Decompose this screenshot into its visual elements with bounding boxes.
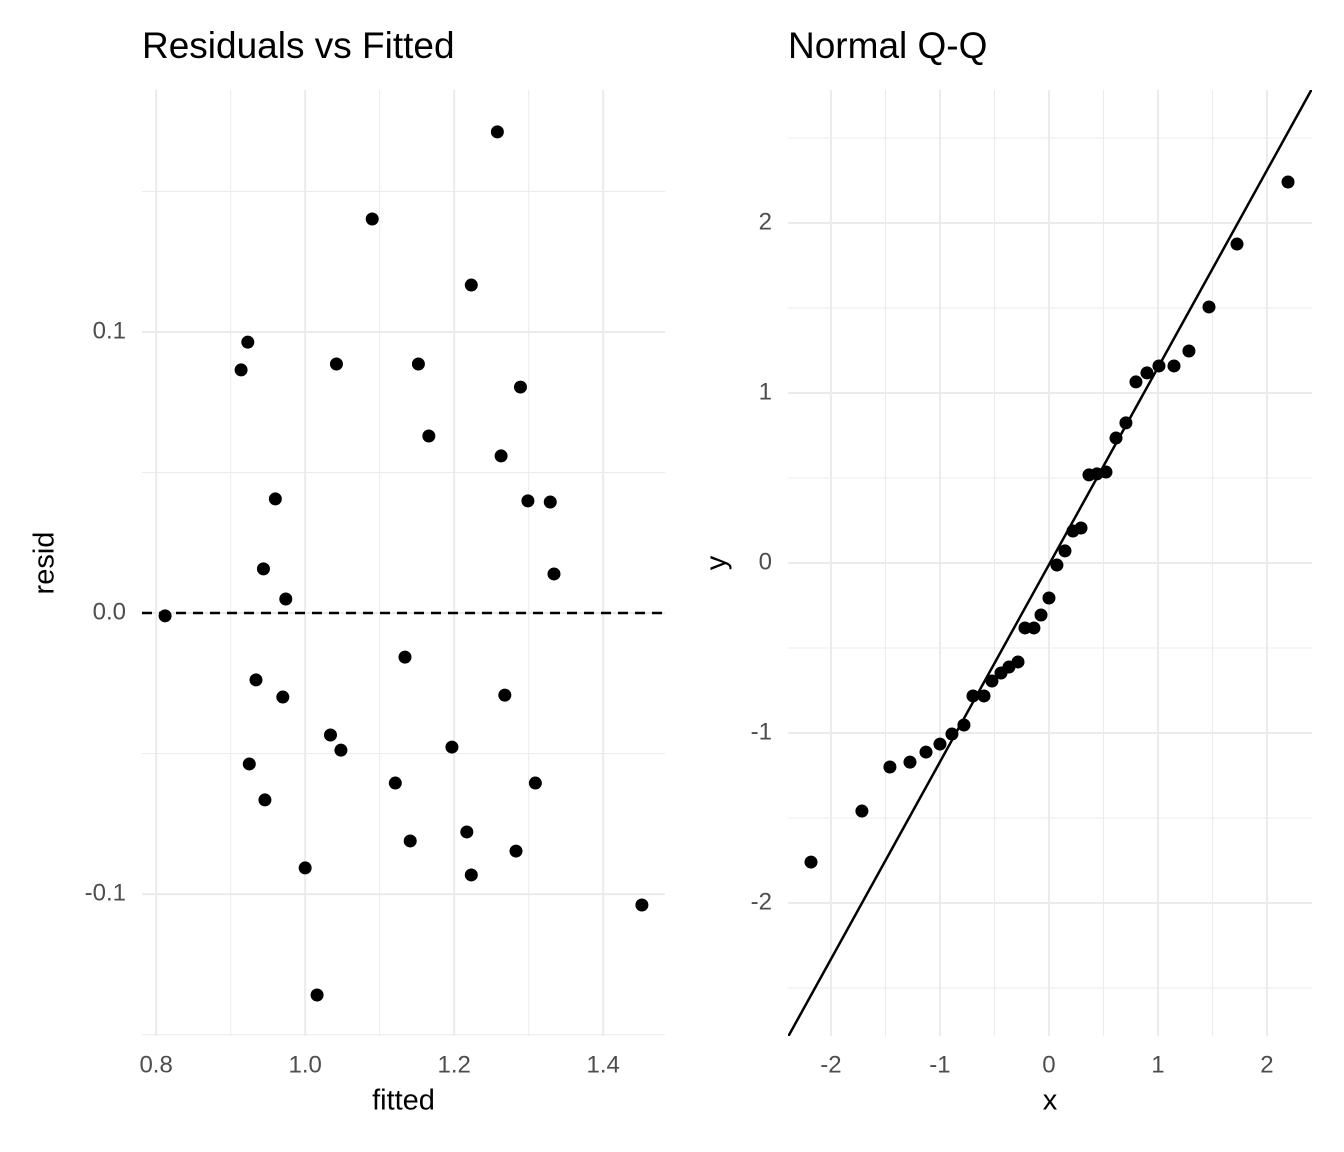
plot-area <box>788 90 1312 1036</box>
point <box>1182 344 1196 358</box>
y-axis-title: y <box>701 555 733 570</box>
point <box>1018 621 1032 635</box>
point <box>513 380 527 394</box>
point <box>1129 375 1143 389</box>
point <box>977 689 991 703</box>
point <box>804 855 818 869</box>
x-tick-label: 0 <box>1042 1051 1055 1078</box>
point <box>256 562 270 576</box>
point <box>1027 621 1041 635</box>
point <box>945 727 959 741</box>
point <box>1202 300 1216 314</box>
point <box>1042 591 1056 605</box>
point <box>883 760 897 774</box>
point <box>234 363 248 377</box>
x-tick-label: 1 <box>1151 1051 1164 1078</box>
chart-title: Residuals vs Fitted <box>142 25 455 66</box>
point <box>543 495 557 509</box>
y-tick-label: 0.0 <box>93 598 126 625</box>
x-tick-label: -1 <box>929 1051 950 1078</box>
point <box>1058 544 1072 558</box>
point <box>1167 359 1181 373</box>
panel: Normal Q-Q -2 -1 0 1 2 -2 -1 0 1 2 x y <box>701 25 1312 1117</box>
point <box>411 357 425 371</box>
point <box>365 212 379 226</box>
y-tick-label: 0.1 <box>93 317 126 344</box>
reference-line <box>788 90 1312 1036</box>
point <box>388 776 402 790</box>
point <box>422 429 436 443</box>
point <box>279 592 293 606</box>
x-tick-label: 1.0 <box>288 1051 321 1078</box>
x-tick-label: 0.8 <box>139 1051 172 1078</box>
point <box>1152 359 1166 373</box>
point <box>464 868 478 882</box>
point <box>966 689 980 703</box>
x-axis-title: x <box>1043 1085 1058 1117</box>
point <box>919 745 933 759</box>
x-tick-label: 1.4 <box>586 1051 619 1078</box>
point <box>985 674 999 688</box>
point <box>464 278 478 292</box>
y-tick-label: 1 <box>759 378 772 405</box>
y-tick-label: -2 <box>751 888 772 915</box>
point <box>1011 655 1025 669</box>
point <box>494 449 508 463</box>
point <box>509 844 523 858</box>
point <box>498 688 512 702</box>
point <box>242 757 256 771</box>
point <box>1050 558 1064 572</box>
y-tick-label: 0 <box>759 548 772 575</box>
y-tick-label: 2 <box>759 208 772 235</box>
point <box>547 567 561 581</box>
point <box>258 793 272 807</box>
point <box>249 673 263 687</box>
point <box>445 740 459 754</box>
point <box>323 728 337 742</box>
y-tick-label: -1 <box>751 718 772 745</box>
point <box>310 988 324 1002</box>
x-tick-label: 1.2 <box>437 1051 470 1078</box>
point <box>403 834 417 848</box>
point <box>528 776 542 790</box>
point <box>1074 521 1088 535</box>
point <box>1099 465 1113 479</box>
point <box>1119 416 1133 430</box>
point <box>1109 431 1123 445</box>
point <box>1034 608 1048 622</box>
point <box>1140 366 1154 380</box>
point <box>521 494 535 508</box>
point <box>1281 175 1295 189</box>
point <box>490 125 504 139</box>
point <box>957 718 971 732</box>
point <box>241 335 255 349</box>
point <box>298 861 312 875</box>
point <box>329 357 343 371</box>
point <box>158 609 172 623</box>
panel: Residuals vs Fitted 0.8 1.0 1.2 1.4 -0.1 0.0 0.… <box>29 25 665 1117</box>
x-tick-label: -2 <box>820 1051 841 1078</box>
point <box>268 492 282 506</box>
x-tick-label: 2 <box>1260 1051 1273 1078</box>
point <box>635 898 649 912</box>
point <box>334 743 348 757</box>
plot-area <box>142 125 665 1002</box>
chart-title: Normal Q-Q <box>788 25 987 66</box>
y-tick-label: -0.1 <box>85 879 126 906</box>
point <box>398 650 412 664</box>
point <box>276 690 290 704</box>
point <box>1230 237 1244 251</box>
point <box>855 804 869 818</box>
point <box>460 825 474 839</box>
x-axis-title: fitted <box>372 1085 435 1117</box>
point <box>903 755 917 769</box>
point <box>933 737 947 751</box>
y-axis-title: resid <box>29 532 61 595</box>
